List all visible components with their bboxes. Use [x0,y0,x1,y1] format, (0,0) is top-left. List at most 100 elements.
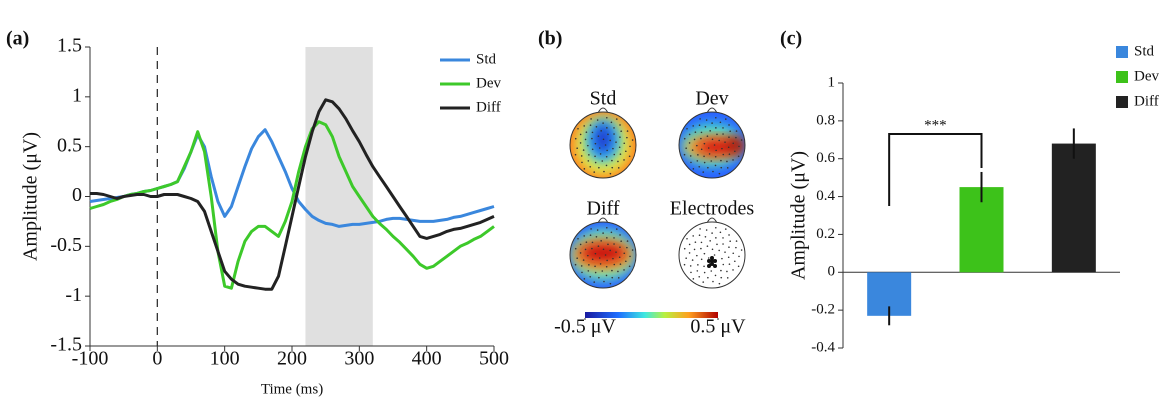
electrode [683,247,686,250]
electrode [603,170,605,173]
electrode [609,249,611,252]
electrode [703,142,706,145]
electrode [718,249,720,252]
electrode [582,149,585,151]
electrode [728,136,730,138]
electrode [700,241,703,244]
electrode [724,251,726,253]
electrode [692,168,695,170]
electrode [583,168,586,170]
y-tick-label: 1 [828,74,836,90]
electrode [589,166,592,168]
electrode [702,281,705,283]
map-fill [570,222,636,288]
electrode [613,127,615,129]
y-tick-label: -0.4 [811,339,835,355]
electrode [691,149,694,151]
electrode [715,127,717,129]
electrode [594,161,597,164]
electrode [700,247,702,250]
topomap [678,217,746,289]
electrode [709,130,711,132]
electrode [734,150,736,153]
map-fill [570,112,636,178]
electrode [615,118,618,120]
electrode [613,153,616,156]
legend-label: Dev [476,75,501,91]
electrode [594,265,596,268]
electrode [696,254,698,257]
electrode [588,154,590,156]
electrode [619,136,621,138]
electrode [626,136,628,139]
electrode [737,155,740,158]
electrode [583,235,585,237]
electrode [686,127,688,130]
electrode [587,144,589,147]
electrode [604,254,607,256]
electrode [574,137,577,140]
electrode [617,160,619,163]
electrode [585,131,588,133]
electrode [732,269,734,271]
electrode [620,240,622,243]
electrode [703,155,705,158]
y-tick-label: 1 [72,84,82,106]
legend-label: Diff [1134,93,1159,109]
electrode [738,255,740,258]
map-blob [728,137,744,153]
electrode [574,247,577,250]
electrode [699,118,701,120]
map-title: Diff [587,198,620,220]
electrode [601,160,604,162]
electrode [606,149,608,152]
y-tick-label: 0.8 [816,112,835,128]
electrode [589,124,592,127]
head-outline [569,111,637,179]
legend-swatch [1116,71,1128,83]
electrode [609,282,612,285]
electrode [626,246,628,249]
electrode [607,243,609,246]
electrode [626,240,629,242]
x-tick-label: 400 [412,348,442,370]
electrode [714,155,717,158]
electrode [740,139,743,141]
electrode [728,246,730,248]
electrode [582,259,585,261]
electrode [735,246,737,249]
electrode [580,265,583,267]
electrode [631,249,634,251]
electrode [594,155,596,158]
electrode [587,160,590,162]
electrode [716,133,718,136]
colorbar-label: 0.5 μV [690,316,746,338]
electrode [703,161,706,164]
x-tick-label: 200 [277,348,307,370]
legend-label: Dev [1134,68,1159,84]
electrode [732,252,735,255]
electrode [599,263,602,265]
electrode [612,147,614,150]
x-axis-label: Time (ms) [261,381,323,397]
colorbar-label: -0.5 μV [554,316,616,338]
electrode [580,155,583,157]
electrode [720,269,722,272]
electrode [591,148,594,151]
topomap [678,107,746,179]
significance-bracket [888,132,983,206]
electrode [591,137,593,140]
electrode [722,133,724,135]
electrode [707,276,709,279]
map-fill [679,112,745,178]
electrode [605,164,608,167]
electrode [629,145,631,148]
electrode [703,271,706,274]
legend-label: Diff [476,99,501,115]
electrode [712,170,714,173]
electrode [718,172,721,175]
electrode [576,257,578,260]
electrode [688,243,691,246]
electrode [623,142,626,145]
electrode [710,270,713,272]
